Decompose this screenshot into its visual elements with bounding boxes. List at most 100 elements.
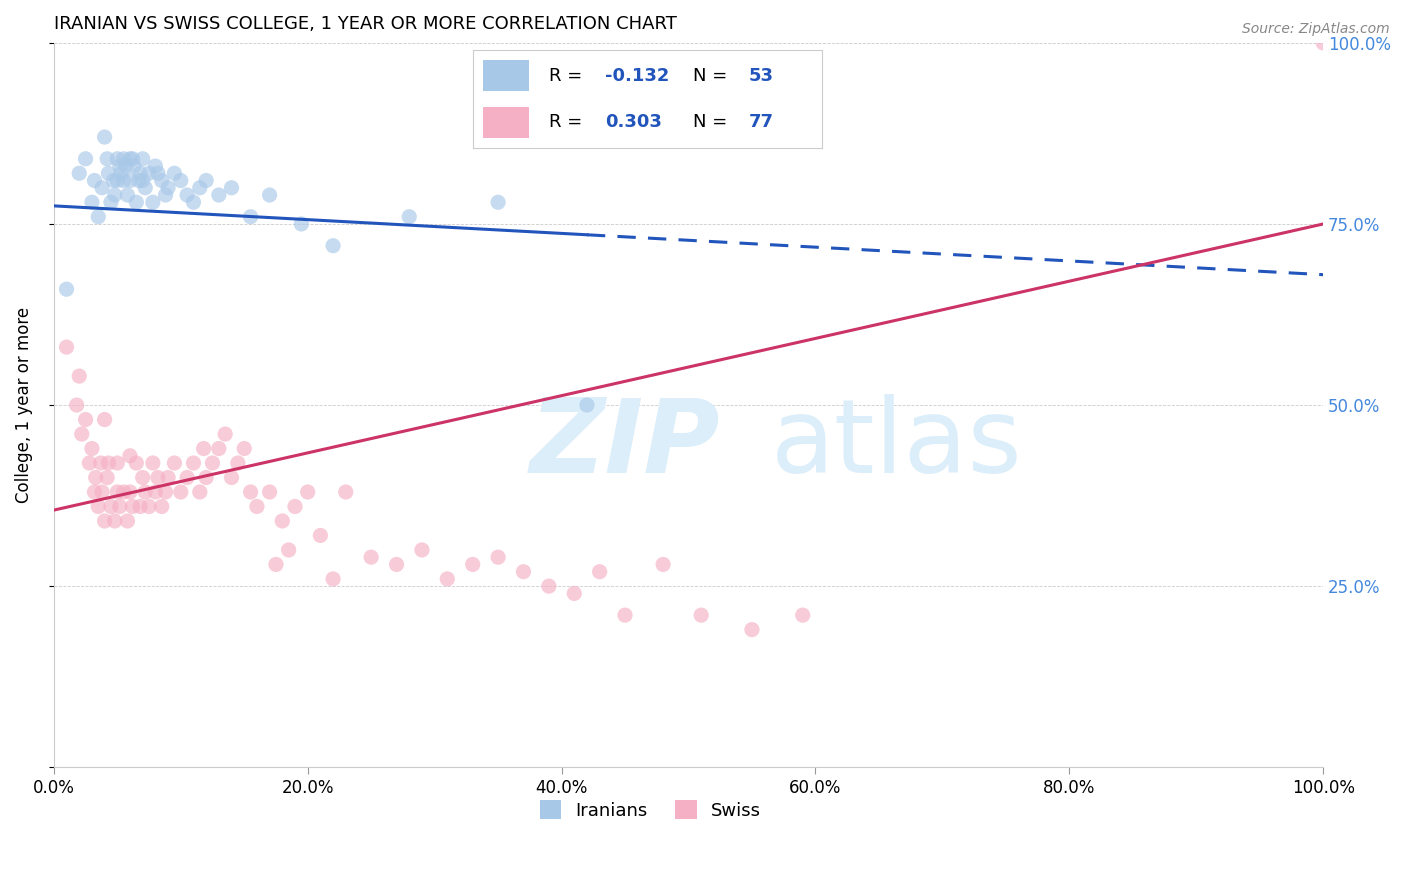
- Point: [188, 180, 211, 194]
- Point: [690, 608, 713, 623]
- Point: [96, 152, 118, 166]
- Point: [55, 340, 77, 354]
- Point: [195, 470, 218, 484]
- Text: Source: ZipAtlas.com: Source: ZipAtlas.com: [1241, 22, 1389, 37]
- Point: [183, 456, 205, 470]
- Point: [134, 485, 156, 500]
- Point: [297, 485, 319, 500]
- Point: [360, 550, 382, 565]
- Point: [105, 152, 128, 166]
- Point: [118, 485, 141, 500]
- Point: [128, 173, 150, 187]
- Point: [246, 500, 269, 514]
- Point: [105, 173, 128, 187]
- Point: [93, 130, 115, 145]
- Point: [146, 166, 169, 180]
- Point: [96, 470, 118, 484]
- Point: [461, 558, 484, 572]
- Point: [117, 188, 139, 202]
- Point: [239, 485, 262, 500]
- Point: [122, 159, 145, 173]
- Point: [80, 442, 103, 456]
- Y-axis label: College, 1 year or more: College, 1 year or more: [15, 307, 32, 503]
- Point: [84, 470, 107, 484]
- Point: [100, 195, 122, 210]
- Point: [138, 500, 160, 514]
- Point: [112, 173, 135, 187]
- Point: [155, 188, 177, 202]
- Point: [83, 173, 105, 187]
- Point: [129, 500, 152, 514]
- Point: [208, 188, 231, 202]
- Point: [118, 173, 141, 187]
- Point: [93, 514, 115, 528]
- Point: [150, 173, 173, 187]
- Point: [271, 514, 294, 528]
- Point: [125, 195, 148, 210]
- Point: [163, 456, 186, 470]
- Text: ZIP: ZIP: [530, 394, 720, 495]
- Point: [104, 188, 127, 202]
- Point: [398, 210, 420, 224]
- Point: [90, 456, 112, 470]
- Point: [614, 608, 637, 623]
- Point: [131, 173, 153, 187]
- Point: [512, 565, 534, 579]
- Text: atlas: atlas: [770, 394, 1022, 495]
- Point: [112, 152, 135, 166]
- Point: [214, 427, 236, 442]
- Point: [170, 173, 193, 187]
- Point: [322, 572, 344, 586]
- Point: [118, 152, 141, 166]
- Point: [486, 550, 509, 565]
- Point: [436, 572, 458, 586]
- Point: [79, 456, 101, 470]
- Point: [155, 485, 177, 500]
- Point: [309, 528, 332, 542]
- Point: [142, 456, 165, 470]
- Point: [66, 398, 89, 412]
- Point: [75, 412, 97, 426]
- Point: [145, 159, 167, 173]
- Point: [284, 500, 307, 514]
- Point: [176, 188, 198, 202]
- Point: [277, 543, 299, 558]
- Point: [183, 195, 205, 210]
- Point: [142, 195, 165, 210]
- Point: [131, 152, 153, 166]
- Point: [170, 485, 193, 500]
- Point: [110, 166, 132, 180]
- Point: [146, 470, 169, 484]
- Point: [221, 180, 243, 194]
- Point: [104, 514, 127, 528]
- Point: [75, 152, 97, 166]
- Point: [335, 485, 357, 500]
- Point: [105, 456, 128, 470]
- Point: [792, 608, 814, 623]
- Point: [233, 442, 256, 456]
- Point: [486, 195, 509, 210]
- Point: [103, 173, 125, 187]
- Point: [118, 449, 141, 463]
- Point: [239, 210, 262, 224]
- Point: [145, 485, 167, 500]
- Point: [290, 217, 312, 231]
- Point: [129, 166, 152, 180]
- Point: [138, 166, 160, 180]
- Point: [322, 238, 344, 252]
- Point: [652, 558, 675, 572]
- Point: [176, 470, 198, 484]
- Point: [70, 427, 93, 442]
- Point: [588, 565, 610, 579]
- Point: [100, 500, 122, 514]
- Point: [131, 470, 153, 484]
- Point: [121, 152, 143, 166]
- Point: [193, 442, 215, 456]
- Point: [264, 558, 287, 572]
- Point: [163, 166, 186, 180]
- Legend: Iranians, Swiss: Iranians, Swiss: [533, 793, 769, 827]
- Point: [195, 173, 218, 187]
- Point: [537, 579, 560, 593]
- Point: [112, 485, 135, 500]
- Point: [150, 500, 173, 514]
